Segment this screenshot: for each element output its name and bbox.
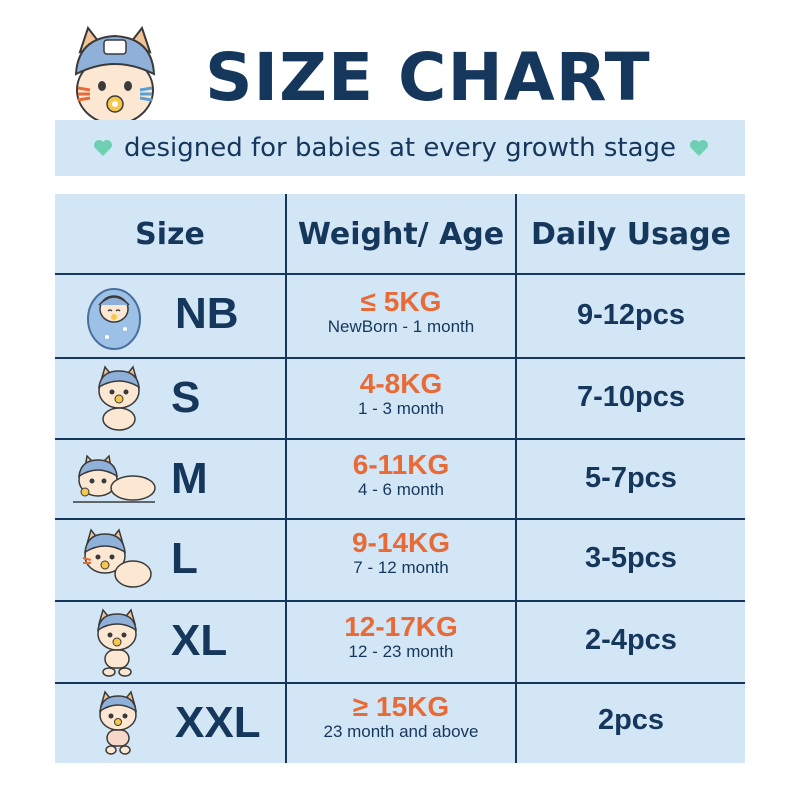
size-label: L [171, 534, 198, 583]
sitting-baby-cat-icon [98, 365, 140, 431]
row-divider [55, 518, 745, 520]
age-range: 1 - 3 month [358, 399, 444, 418]
age-range: 4 - 6 month [358, 480, 444, 499]
weight-age-cell: 12-17KG 12 - 23 month [287, 612, 515, 662]
table-row: NB ≤ 5KG NewBorn - 1 month 9-12pcs [55, 275, 745, 357]
age-range: 7 - 12 month [353, 558, 449, 577]
daily-usage-value: 5-7pcs [585, 462, 677, 494]
subtitle: designed for babies at every growth stag… [123, 133, 677, 163]
page-title: SIZE CHART [205, 39, 651, 116]
daily-usage-value: 9-12pcs [576, 299, 685, 331]
weight-age-cell: 6-11KG 4 - 6 month [287, 450, 515, 500]
weight-range: 12-17KG [344, 611, 458, 642]
subtitle-band: designed for babies at every growth stag… [55, 120, 745, 176]
weight-range: ≥ 15KG [352, 691, 450, 722]
column-header-weight-age: Weight/ Age [297, 216, 505, 252]
baby-cat-mascot-icon [74, 25, 156, 131]
row-divider [55, 357, 745, 359]
weight-range: 9-14KG [351, 527, 451, 558]
table-row: L 9-14KG 7 - 12 month 3-5pcs [55, 520, 745, 600]
weight-range: 4-8KG [359, 368, 443, 399]
size-label: XL [171, 616, 228, 665]
size-label: NB [175, 289, 239, 338]
daily-usage-value: 2-4pcs [585, 624, 677, 656]
heart-icon [690, 140, 708, 156]
crawling-baby-cat-icon [82, 528, 152, 588]
size-label: M [171, 454, 208, 503]
weight-age-cell: ≥ 15KG 23 month and above [287, 692, 515, 742]
column-divider [515, 194, 517, 763]
row-divider [55, 600, 745, 602]
weight-age-cell: 4-8KG 1 - 3 month [287, 369, 515, 419]
lying-baby-cat-icon [73, 454, 156, 503]
daily-usage-value: 2pcs [597, 704, 665, 736]
table-row: S 4-8KG 1 - 3 month 7-10pcs [55, 359, 745, 438]
column-header-daily-usage: Daily Usage [531, 216, 731, 252]
age-range: NewBorn - 1 month [327, 317, 475, 336]
row-divider [55, 273, 745, 275]
size-label: XXL [175, 698, 261, 747]
row-divider [55, 438, 745, 440]
daily-usage-value: 3-5pcs [585, 542, 677, 574]
table-row: M 6-11KG 4 - 6 month 5-7pcs [55, 440, 745, 518]
weight-range: 6-11KG [352, 449, 450, 480]
age-range: 12 - 23 month [348, 642, 454, 661]
walking-baby-cat-icon [99, 690, 137, 755]
row-divider [55, 682, 745, 684]
age-range: 23 month and above [323, 722, 479, 741]
table-row: XXL ≥ 15KG 23 month and above 2pcs [55, 684, 745, 763]
heart-icon [94, 140, 112, 156]
table-row: XL 12-17KG 12 - 23 month 2-4pcs [55, 602, 745, 682]
standing-baby-cat-icon [97, 608, 137, 677]
weight-age-cell: 9-14KG 7 - 12 month [287, 528, 515, 578]
size-label: S [171, 373, 201, 422]
swaddled-baby-icon [87, 288, 141, 350]
weight-age-cell: ≤ 5KG NewBorn - 1 month [287, 287, 515, 337]
column-divider [285, 194, 287, 763]
column-header-size: Size [135, 216, 205, 252]
daily-usage-value: 7-10pcs [576, 381, 685, 413]
weight-range: ≤ 5KG [360, 286, 442, 317]
size-chart-table: Size Weight/ Age Daily Usage NB ≤ 5KG Ne… [55, 194, 745, 763]
